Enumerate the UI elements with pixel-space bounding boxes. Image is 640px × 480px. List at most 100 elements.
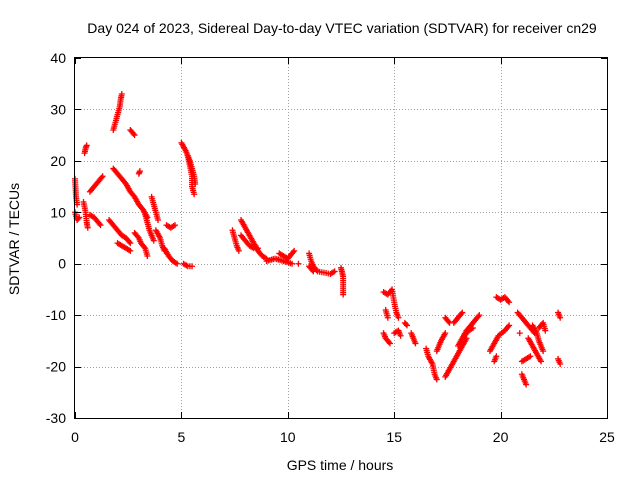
data-arc xyxy=(86,173,106,195)
x-axis-label: GPS time / hours xyxy=(287,457,394,473)
data-point xyxy=(289,260,296,267)
data-point xyxy=(506,299,513,306)
data-arc xyxy=(131,229,151,259)
data-point xyxy=(98,174,105,181)
data-arc xyxy=(535,319,549,334)
data-arc xyxy=(380,286,402,321)
y-axis-label: SDTVAR / TECUs xyxy=(6,183,22,295)
data-arc xyxy=(237,232,257,252)
data-arc xyxy=(555,309,564,321)
data-arc xyxy=(81,142,90,157)
data-point xyxy=(295,260,302,267)
data-point xyxy=(191,191,198,198)
grid-lines xyxy=(75,58,607,418)
data-point xyxy=(542,327,549,334)
data-point xyxy=(118,91,125,97)
data-point xyxy=(433,376,440,383)
data-point xyxy=(459,309,466,316)
data-point xyxy=(291,247,298,254)
data-arc xyxy=(555,355,564,367)
data-arc xyxy=(491,353,500,365)
x-tick-label: 0 xyxy=(71,429,79,445)
data-point xyxy=(255,245,262,252)
data-arc xyxy=(525,335,545,365)
y-tick-label: 10 xyxy=(50,204,66,220)
data-arc xyxy=(80,199,91,231)
data-point xyxy=(403,322,410,329)
chart-title: Day 024 of 2023, Sidereal Day-to-day VTE… xyxy=(87,20,597,36)
x-tick-label: 5 xyxy=(178,429,186,445)
data-point xyxy=(131,132,138,139)
data-point xyxy=(516,330,523,337)
data-arc xyxy=(493,294,513,306)
data-point xyxy=(506,322,513,329)
data-point xyxy=(557,361,564,367)
data-arc xyxy=(338,264,347,298)
data-point xyxy=(84,224,91,231)
data-arc xyxy=(461,325,476,339)
data-point xyxy=(99,173,106,180)
data-arc xyxy=(135,168,143,177)
data-arc xyxy=(142,211,157,244)
data-arc xyxy=(433,330,449,355)
data-point xyxy=(189,263,196,270)
data-arc xyxy=(306,263,317,275)
data-point xyxy=(523,381,530,388)
data-arc xyxy=(127,127,138,139)
data-point xyxy=(172,222,179,229)
data-arc xyxy=(106,217,134,247)
data-point xyxy=(310,268,317,275)
data-arc xyxy=(114,240,134,254)
data-point xyxy=(127,240,134,247)
data-arc xyxy=(276,247,298,262)
data-arc xyxy=(518,371,530,388)
data-arc xyxy=(184,152,198,198)
x-tick-label: 25 xyxy=(599,429,615,445)
data-arc xyxy=(391,327,404,339)
plot-frame xyxy=(74,57,608,419)
tick-labels: 0 5 10 15 20 25 -30 -20 -10 0 10 20 30 40 xyxy=(46,50,615,445)
data-point xyxy=(538,358,545,365)
data-point xyxy=(505,323,512,330)
data-arc xyxy=(518,353,534,365)
data-point xyxy=(442,330,449,337)
data-point xyxy=(493,353,500,360)
data-arc xyxy=(486,322,513,355)
x-tick-label: 10 xyxy=(280,429,296,445)
data-point xyxy=(74,201,81,208)
data-point xyxy=(557,314,564,321)
data-point xyxy=(386,340,393,347)
data-arc xyxy=(382,307,391,321)
data-point xyxy=(540,348,547,355)
data-arc xyxy=(229,227,242,254)
data-point xyxy=(469,325,476,331)
data-points xyxy=(72,91,564,388)
data-arc xyxy=(380,330,393,347)
data-point xyxy=(331,268,338,275)
data-point xyxy=(505,298,512,304)
data-point xyxy=(290,249,297,256)
data-arc xyxy=(163,222,179,231)
data-point xyxy=(144,253,151,259)
data-point xyxy=(340,291,347,298)
data-point xyxy=(134,233,141,240)
data-arc xyxy=(110,91,125,133)
y-tick-label: -30 xyxy=(46,410,66,426)
y-tick-label: 0 xyxy=(58,256,66,272)
data-point xyxy=(130,130,137,137)
data-point xyxy=(83,142,90,149)
data-arc xyxy=(423,345,440,383)
data-arc xyxy=(516,330,523,337)
data-point xyxy=(136,168,143,175)
data-point xyxy=(126,238,133,245)
x-tick-label: 15 xyxy=(386,429,402,445)
data-point xyxy=(527,353,534,360)
data-point xyxy=(475,313,482,320)
data-arc xyxy=(110,165,151,221)
data-point xyxy=(412,340,419,347)
data-point xyxy=(127,247,134,254)
data-point xyxy=(384,314,391,321)
y-tick-label: 30 xyxy=(50,101,66,117)
